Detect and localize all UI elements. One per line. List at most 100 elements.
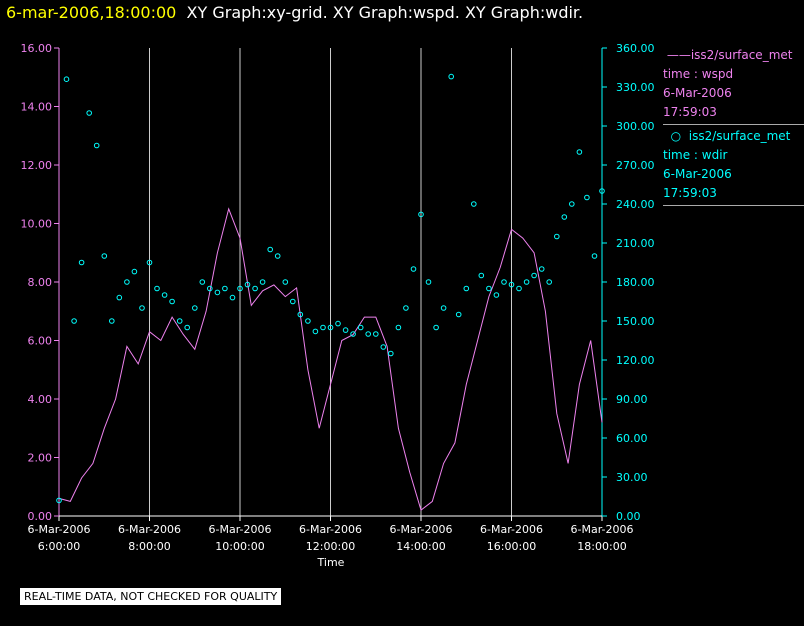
y-right-tick-label: 90.00	[616, 393, 648, 406]
legend-entry-wspd: ——iss2/surface_met time : wspd 6-Mar-200…	[663, 46, 804, 125]
wdir-point	[569, 201, 575, 207]
wdir-point	[440, 305, 447, 311]
wdir-point	[207, 285, 213, 292]
wdir-point	[508, 281, 515, 288]
wdir-point	[463, 285, 470, 292]
grid-lines	[58, 48, 603, 516]
wdir-point	[531, 272, 537, 279]
title-date: 6-mar-2006,18:00:00	[6, 3, 177, 22]
y-left-tick-label: 12.00	[21, 159, 53, 172]
x-tick-label-time: 18:00:00	[577, 540, 626, 553]
wspd-series	[58, 207, 603, 511]
y-right-tick-label: 120.00	[616, 354, 655, 367]
wdir-point	[71, 318, 77, 324]
wdir-point	[599, 188, 605, 194]
wdir-point	[561, 214, 568, 220]
legend-wdir-field: time : wdir	[663, 148, 728, 162]
wdir-point	[131, 268, 138, 275]
wdir-point	[169, 298, 175, 305]
x-tick-label-time: 16:00:00	[487, 540, 536, 553]
wdir-point	[116, 294, 123, 301]
legend-wspd-field: time : wspd	[663, 67, 734, 81]
y-left-tick-label: 8.00	[28, 276, 53, 289]
y-right-tick-label: 240.00	[616, 198, 655, 211]
wdir-point	[523, 279, 530, 285]
y-left-tick-label: 14.00	[21, 101, 53, 114]
wdir-point	[357, 324, 364, 331]
wdir-point	[493, 292, 500, 298]
wdir-point	[109, 318, 115, 324]
x-tick-label-time: 6:00:00	[38, 540, 80, 553]
wdir-point	[471, 201, 477, 207]
wdir-point	[139, 305, 145, 311]
wdir-point	[101, 253, 108, 259]
wdir-point	[433, 324, 439, 331]
wdir-point	[395, 324, 402, 331]
tick-labels: 6-Mar-2006 6:00:00 6-Mar-2006 8:00:00 6-Mar-…	[21, 42, 655, 553]
quality-disclaimer: REAL-TIME DATA, NOT CHECKED FOR QUALITY	[20, 588, 282, 605]
x-tick-label-time: 14:00:00	[396, 540, 445, 553]
wdir-point	[388, 350, 394, 357]
wdir-point	[124, 279, 130, 285]
wdir-point	[63, 76, 70, 82]
y-right-tick-label: 330.00	[616, 81, 655, 94]
wdir-point	[418, 211, 424, 218]
legend-wdir-name: iss2/surface_met	[688, 129, 791, 143]
y-left-tick-label: 0.00	[28, 510, 53, 523]
title-graphs: XY Graph:xy-grid. XY Graph:wspd. XY Grap…	[186, 3, 584, 22]
y-right-tick-label: 300.00	[616, 120, 655, 133]
wdir-point	[342, 327, 349, 333]
legend-wspd-date: 6-Mar-2006	[663, 86, 732, 100]
wdir-point	[576, 149, 583, 155]
wdir-point	[252, 285, 258, 292]
y-left-tick-label: 10.00	[21, 218, 53, 231]
wdir-point	[176, 318, 183, 324]
x-tick-label-date: 6-Mar-2006	[118, 523, 181, 536]
wdir-point	[274, 253, 281, 259]
wdir-point	[455, 311, 462, 318]
wdir-point	[312, 328, 319, 335]
legend-entry-wdir: ○ iss2/surface_met time : wdir 6-Mar-200…	[663, 127, 804, 206]
wdir-point	[335, 320, 341, 327]
x-axis-label: Time	[317, 556, 345, 569]
y-right-tick-label: 0.00	[616, 510, 641, 523]
wdir-point	[154, 285, 160, 292]
x-tick-label-date: 6-Mar-2006	[480, 523, 543, 536]
wdir-point	[259, 279, 266, 285]
wdir-point	[244, 281, 251, 288]
wdir-point	[290, 298, 296, 305]
wdir-point	[237, 285, 243, 292]
x-tick-label-date: 6-Mar-2006	[209, 523, 272, 536]
wdir-point	[222, 285, 228, 292]
wdir-point	[305, 318, 311, 324]
wdir-point	[516, 285, 522, 292]
y-right-tick-label: 360.00	[616, 42, 655, 55]
wdir-point	[546, 279, 553, 285]
wdir-point	[146, 259, 153, 266]
wdir-point	[538, 266, 545, 272]
wdir-point	[214, 289, 221, 296]
y-right-tick-label: 210.00	[616, 237, 655, 250]
wspd-line	[58, 207, 603, 511]
legend-wspd-time: 17:59:03	[663, 105, 717, 119]
wdir-point	[584, 194, 590, 201]
wdir-point	[297, 311, 304, 318]
x-tick-label-date: 6-Mar-2006	[299, 523, 362, 536]
x-tick-label-time: 12:00:00	[306, 540, 355, 553]
title-bar: 6-mar-2006,18:00:00 XY Graph:xy-grid. XY…	[6, 3, 583, 22]
legend-wspd-name: iss2/surface_met	[690, 48, 793, 62]
wdir-point	[161, 292, 168, 298]
wdir-point	[478, 272, 485, 279]
legend-wdir-time: 17:59:03	[663, 186, 717, 200]
x-tick-label-date: 6-Mar-2006	[571, 523, 634, 536]
wdir-point	[229, 294, 236, 301]
y-right-tick-label: 180.00	[616, 276, 655, 289]
y-right-tick-label: 270.00	[616, 159, 655, 172]
wdir-point	[78, 259, 85, 266]
wdir-point	[282, 279, 289, 285]
wdir-point	[350, 331, 356, 337]
y-left-tick-label: 2.00	[28, 452, 53, 465]
wdir-point	[486, 285, 492, 292]
y-right-tick-label: 60.00	[616, 432, 648, 445]
wdir-point	[373, 331, 379, 337]
